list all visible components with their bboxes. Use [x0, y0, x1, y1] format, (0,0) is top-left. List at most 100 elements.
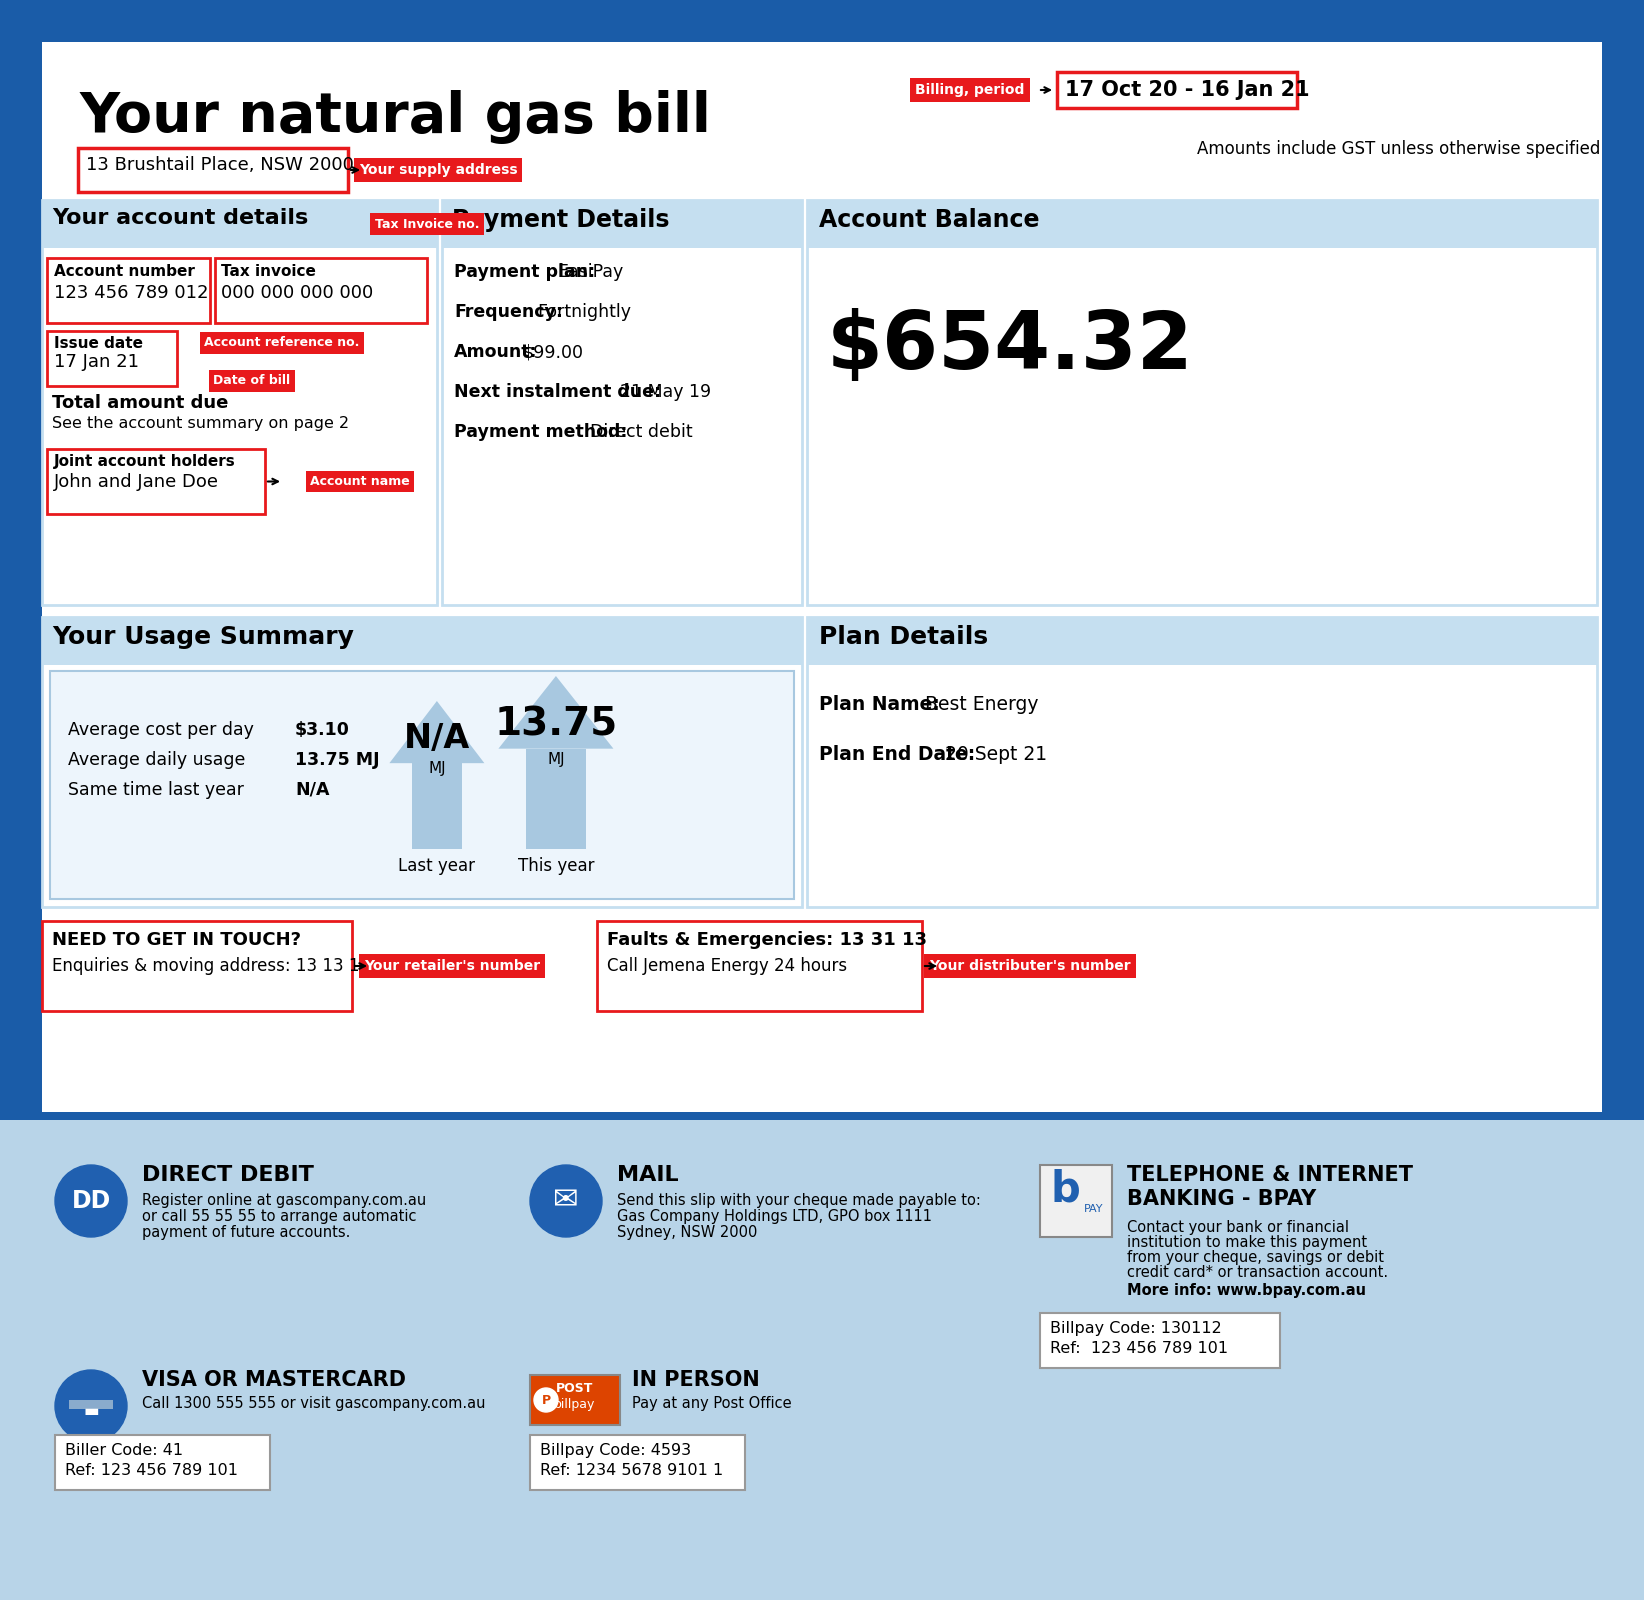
Text: Enquiries & moving address: 13 13 13: Enquiries & moving address: 13 13 13	[53, 957, 370, 974]
Text: Plan End Date:: Plan End Date:	[819, 746, 975, 765]
Text: Pay at any Post Office: Pay at any Post Office	[631, 1395, 792, 1411]
Bar	[1041, 1314, 1281, 1368]
Bar	[1057, 72, 1297, 109]
Text: DD: DD	[71, 1189, 110, 1213]
Text: Ref: 123 456 789 101: Ref: 123 456 789 101	[66, 1462, 238, 1478]
Text: POST: POST	[556, 1382, 593, 1395]
Bar	[442, 200, 802, 605]
Bar	[43, 618, 802, 907]
Text: Your retailer's number: Your retailer's number	[363, 958, 541, 973]
Bar	[48, 258, 210, 323]
Text: Average cost per day: Average cost per day	[67, 722, 253, 739]
Text: Faults & Emergencies: 13 31 13: Faults & Emergencies: 13 31 13	[607, 931, 927, 949]
Text: Best Energy: Best Energy	[919, 694, 1039, 714]
Circle shape	[54, 1165, 127, 1237]
Text: billpay: billpay	[554, 1398, 595, 1411]
Text: institution to make this payment: institution to make this payment	[1128, 1235, 1368, 1250]
Text: Total amount due: Total amount due	[53, 394, 229, 411]
Text: $99.00: $99.00	[523, 342, 584, 362]
Text: Your distributer's number: Your distributer's number	[929, 958, 1131, 973]
Text: 000 000 000 000: 000 000 000 000	[220, 285, 373, 302]
Text: 13.75 MJ: 13.75 MJ	[294, 750, 380, 770]
Text: 20 Sept 21: 20 Sept 21	[939, 746, 1047, 765]
Text: Register online at gascompany.com.au: Register online at gascompany.com.au	[141, 1194, 426, 1208]
Text: Direct debit: Direct debit	[590, 422, 692, 442]
Text: $654.32: $654.32	[827, 307, 1194, 386]
Text: Call Jemena Energy 24 hours: Call Jemena Energy 24 hours	[607, 957, 847, 974]
Text: Your natural gas bill: Your natural gas bill	[81, 90, 712, 144]
Bar	[597, 922, 922, 1011]
Text: Account name: Account name	[311, 475, 409, 488]
Text: 17 Oct 20 - 16 Jan 21: 17 Oct 20 - 16 Jan 21	[1065, 80, 1310, 99]
Circle shape	[534, 1387, 557, 1411]
Text: Date of bill: Date of bill	[214, 374, 291, 387]
Text: DIRECT DEBIT: DIRECT DEBIT	[141, 1165, 314, 1186]
Text: Your Usage Summary: Your Usage Summary	[53, 626, 353, 650]
Bar	[529, 1435, 745, 1490]
Bar	[1041, 1165, 1111, 1237]
Text: Tax Invoice no.: Tax Invoice no.	[375, 218, 480, 230]
Text: NEED TO GET IN TOUCH?: NEED TO GET IN TOUCH?	[53, 931, 301, 949]
Bar	[526, 749, 585, 850]
Text: This year: This year	[518, 858, 593, 875]
Text: Joint account holders: Joint account holders	[54, 454, 235, 469]
Text: MJ: MJ	[427, 762, 446, 776]
Polygon shape	[390, 701, 485, 763]
Text: Next instalment due:: Next instalment due:	[454, 382, 661, 402]
Text: Payment method:: Payment method:	[454, 422, 628, 442]
Text: Send this slip with your cheque made payable to:: Send this slip with your cheque made pay…	[616, 1194, 981, 1208]
Bar	[43, 666, 802, 907]
Text: VISA OR MASTERCARD: VISA OR MASTERCARD	[141, 1370, 406, 1390]
Text: Payment plan:: Payment plan:	[454, 262, 595, 282]
Bar	[43, 42, 1601, 1112]
Text: BANKING - BPAY: BANKING - BPAY	[1128, 1189, 1317, 1210]
Bar	[807, 666, 1596, 907]
Text: b: b	[1051, 1170, 1080, 1211]
Text: Account Balance: Account Balance	[819, 208, 1039, 232]
Text: Plan Name:: Plan Name:	[819, 694, 940, 714]
Bar	[413, 763, 462, 850]
Bar	[54, 1435, 270, 1490]
Circle shape	[529, 1165, 602, 1237]
Text: N/A: N/A	[404, 722, 470, 755]
Text: Payment Details: Payment Details	[452, 208, 669, 232]
Bar	[807, 200, 1596, 248]
Text: $3.10: $3.10	[294, 722, 350, 739]
Text: MAIL: MAIL	[616, 1165, 679, 1186]
Text: 21 May 19: 21 May 19	[620, 382, 712, 402]
Text: P: P	[541, 1394, 551, 1406]
Text: Average daily usage: Average daily usage	[67, 750, 245, 770]
Bar	[529, 1374, 620, 1426]
Bar	[77, 149, 349, 192]
Text: Your supply address: Your supply address	[358, 163, 518, 178]
Text: Call 1300 555 555 or visit gascompany.com.au: Call 1300 555 555 or visit gascompany.co…	[141, 1395, 485, 1411]
Bar	[48, 331, 178, 386]
Text: 123 456 789 012: 123 456 789 012	[54, 285, 209, 302]
Text: Gas Company Holdings LTD, GPO box 1111: Gas Company Holdings LTD, GPO box 1111	[616, 1210, 932, 1224]
Text: 17 Jan 21: 17 Jan 21	[54, 354, 140, 371]
Text: 13 Brushtail Place, NSW 2000: 13 Brushtail Place, NSW 2000	[85, 157, 353, 174]
Text: Billpay Code: 130112: Billpay Code: 130112	[1051, 1322, 1221, 1336]
Text: Amounts include GST unless otherwise specified: Amounts include GST unless otherwise spe…	[1197, 141, 1600, 158]
Bar	[69, 1392, 113, 1421]
Text: Amount:: Amount:	[454, 342, 538, 362]
Text: Contact your bank or financial: Contact your bank or financial	[1128, 1219, 1350, 1235]
Text: Billpay Code: 4593: Billpay Code: 4593	[539, 1443, 690, 1458]
Text: Biller Code: 41: Biller Code: 41	[66, 1443, 182, 1458]
Text: N/A: N/A	[294, 781, 329, 798]
Text: Issue date: Issue date	[54, 336, 143, 350]
Text: Your account details: Your account details	[53, 208, 307, 227]
Text: Fortnightly: Fortnightly	[538, 302, 631, 322]
Bar	[43, 248, 437, 605]
Bar	[807, 200, 1596, 605]
Text: MJ: MJ	[547, 752, 566, 766]
Bar	[43, 200, 437, 605]
Bar	[49, 670, 794, 899]
Bar	[807, 618, 1596, 907]
Bar	[43, 618, 802, 666]
Text: PAY: PAY	[1085, 1203, 1103, 1214]
Text: Same time last year: Same time last year	[67, 781, 243, 798]
Text: ✉: ✉	[554, 1187, 579, 1216]
Text: Last year: Last year	[398, 858, 475, 875]
Text: ▬: ▬	[84, 1402, 99, 1421]
